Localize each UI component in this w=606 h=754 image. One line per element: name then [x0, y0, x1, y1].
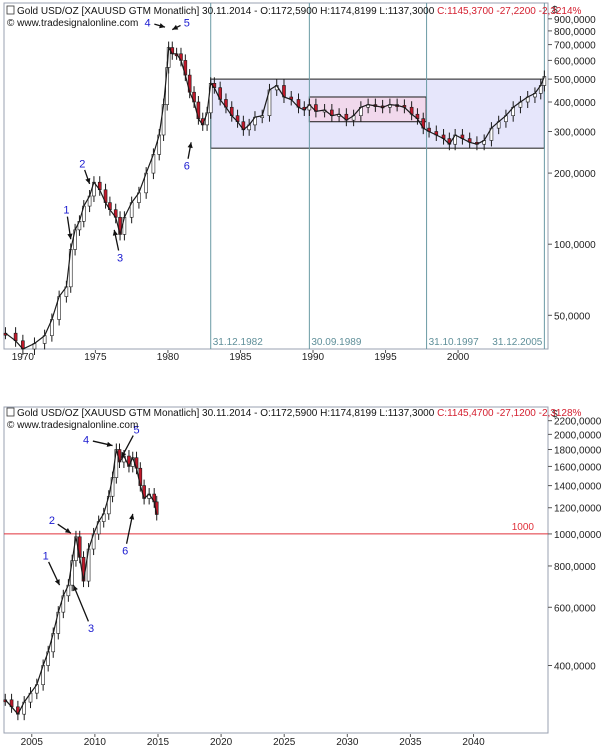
- annotation-label-3: 3: [117, 252, 123, 264]
- annotation-label-4: 4: [83, 434, 89, 446]
- annotation-arrowhead-6: [187, 142, 193, 149]
- x-tick-label: 1990: [302, 352, 325, 363]
- vline-label-3: 31.10.1997: [429, 337, 479, 348]
- currency-label: $: [552, 5, 558, 16]
- x-tick-label: 1985: [229, 352, 252, 363]
- y-tick-label: 800,0000: [554, 562, 596, 573]
- y-tick-label: 50,0000: [554, 311, 591, 322]
- vline-label-4: 31.12.2005: [492, 337, 542, 348]
- annotation-arrowhead-5: [172, 24, 179, 30]
- x-tick-label: 2035: [399, 737, 422, 748]
- annotation-label-2: 2: [79, 158, 85, 170]
- annotation-arrowhead-2: [64, 527, 71, 534]
- annotation-arrowhead-4: [159, 23, 166, 29]
- price-line: [4, 449, 158, 716]
- y-tick-label: 600,0000: [554, 56, 596, 67]
- annotation-label-6: 6: [122, 546, 128, 558]
- chart-2: 1000 1 2 3 4 5 6 2200,0000 2000,0000 1800,0000 160…: [3, 406, 602, 748]
- annotation-label-3: 3: [88, 623, 94, 635]
- annotation-label-2: 2: [49, 515, 55, 527]
- annotation-label-6: 6: [184, 161, 190, 173]
- y-tick-label: 1400,0000: [554, 482, 602, 493]
- y-tick-label: 400,0000: [554, 98, 596, 109]
- vline-label-1: 31.12.1982: [213, 337, 263, 348]
- annotation-arrowhead-6: [129, 513, 135, 520]
- annotation-arrowhead-2: [85, 177, 91, 184]
- price-line: [5, 45, 545, 350]
- y-tick-label: 200,0000: [554, 169, 596, 180]
- plot-frame: [3, 2, 549, 350]
- x-tick-label: 2040: [462, 737, 485, 748]
- price-candles: [3, 443, 159, 721]
- header-change: C:1145,4700 -27,1200 -2,3128%: [437, 408, 581, 419]
- y-tick-label: 1800,0000: [554, 446, 602, 457]
- x-tick-label: 2020: [210, 737, 233, 748]
- plot-frame: [3, 406, 549, 734]
- annotation-label-1: 1: [43, 551, 49, 563]
- y-tick-label: 2000,0000: [554, 430, 602, 441]
- y-tick-label: 700,0000: [554, 41, 596, 52]
- source-label: © www.tradesignalonline.com: [7, 420, 138, 431]
- y-tick-label: 400,0000: [554, 662, 596, 673]
- annotation-arrowhead-1: [54, 579, 60, 586]
- x-tick-label: 2025: [273, 737, 296, 748]
- annotation-arrow-3: [72, 584, 90, 622]
- x-tick-label: 2005: [21, 737, 44, 748]
- y-tick-label: 300,0000: [554, 128, 596, 139]
- source-label: © www.tradesignalonline.com: [7, 18, 138, 29]
- annotation-arrowhead-5: [121, 451, 127, 458]
- x-tick-label: 1995: [374, 352, 397, 363]
- header-change: C:1145,3700 -27,2200 -2,3214%: [437, 6, 581, 17]
- x-tick-label: 1975: [84, 352, 107, 363]
- chart-header: Gold USD/OZ [XAUUSD GTM Monatlich] 30.11…: [17, 408, 582, 419]
- annotation-label-5: 5: [133, 424, 139, 436]
- y-tick-label: 800,0000: [554, 27, 596, 38]
- price-candles: [3, 41, 547, 355]
- x-tick-label: 1970: [12, 352, 35, 363]
- window-icon: [6, 407, 15, 417]
- annotation-label-4: 4: [145, 17, 151, 29]
- annotation-arrowhead-3: [112, 229, 118, 236]
- y-tick-label: 500,0000: [554, 75, 596, 86]
- x-tick-label: 1980: [157, 352, 180, 363]
- y-tick-label: 600,0000: [554, 603, 596, 614]
- currency-label: $: [552, 409, 558, 420]
- y-tick-label: 2200,0000: [554, 417, 602, 428]
- x-tick-label: 2000: [447, 352, 470, 363]
- header-instrument: Gold USD/OZ [XAUUSD GTM Monatlich] 30.11…: [17, 408, 437, 419]
- annotation-label-5: 5: [184, 17, 190, 29]
- hline-label-1: 1000: [512, 522, 535, 533]
- chart-1: 31.12.1982 30.09.1989 31.10.1997 31.12.2005…: [3, 2, 596, 363]
- annotation-label-1: 1: [63, 205, 69, 217]
- chart-header: Gold USD/OZ [XAUUSD GTM Monatlich] 30.11…: [17, 6, 582, 17]
- x-tick-label: 2015: [147, 737, 170, 748]
- annotation-arrowhead-1: [67, 233, 73, 240]
- annotation-arrowhead-3: [73, 585, 78, 592]
- annotation-arrowhead-4: [106, 441, 113, 447]
- y-tick-label: 1600,0000: [554, 462, 602, 473]
- y-tick-label: 100,0000: [554, 240, 596, 251]
- y-tick-label: 900,0000: [554, 15, 596, 26]
- x-tick-label: 2030: [336, 737, 359, 748]
- y-tick-label: 1200,0000: [554, 504, 602, 515]
- vline-label-2: 30.09.1989: [311, 337, 361, 348]
- x-tick-label: 2010: [84, 737, 107, 748]
- y-tick-label: 1000,0000: [554, 530, 602, 541]
- window-icon: [6, 5, 15, 15]
- header-instrument: Gold USD/OZ [XAUUSD GTM Monatlich] 30.11…: [17, 6, 437, 17]
